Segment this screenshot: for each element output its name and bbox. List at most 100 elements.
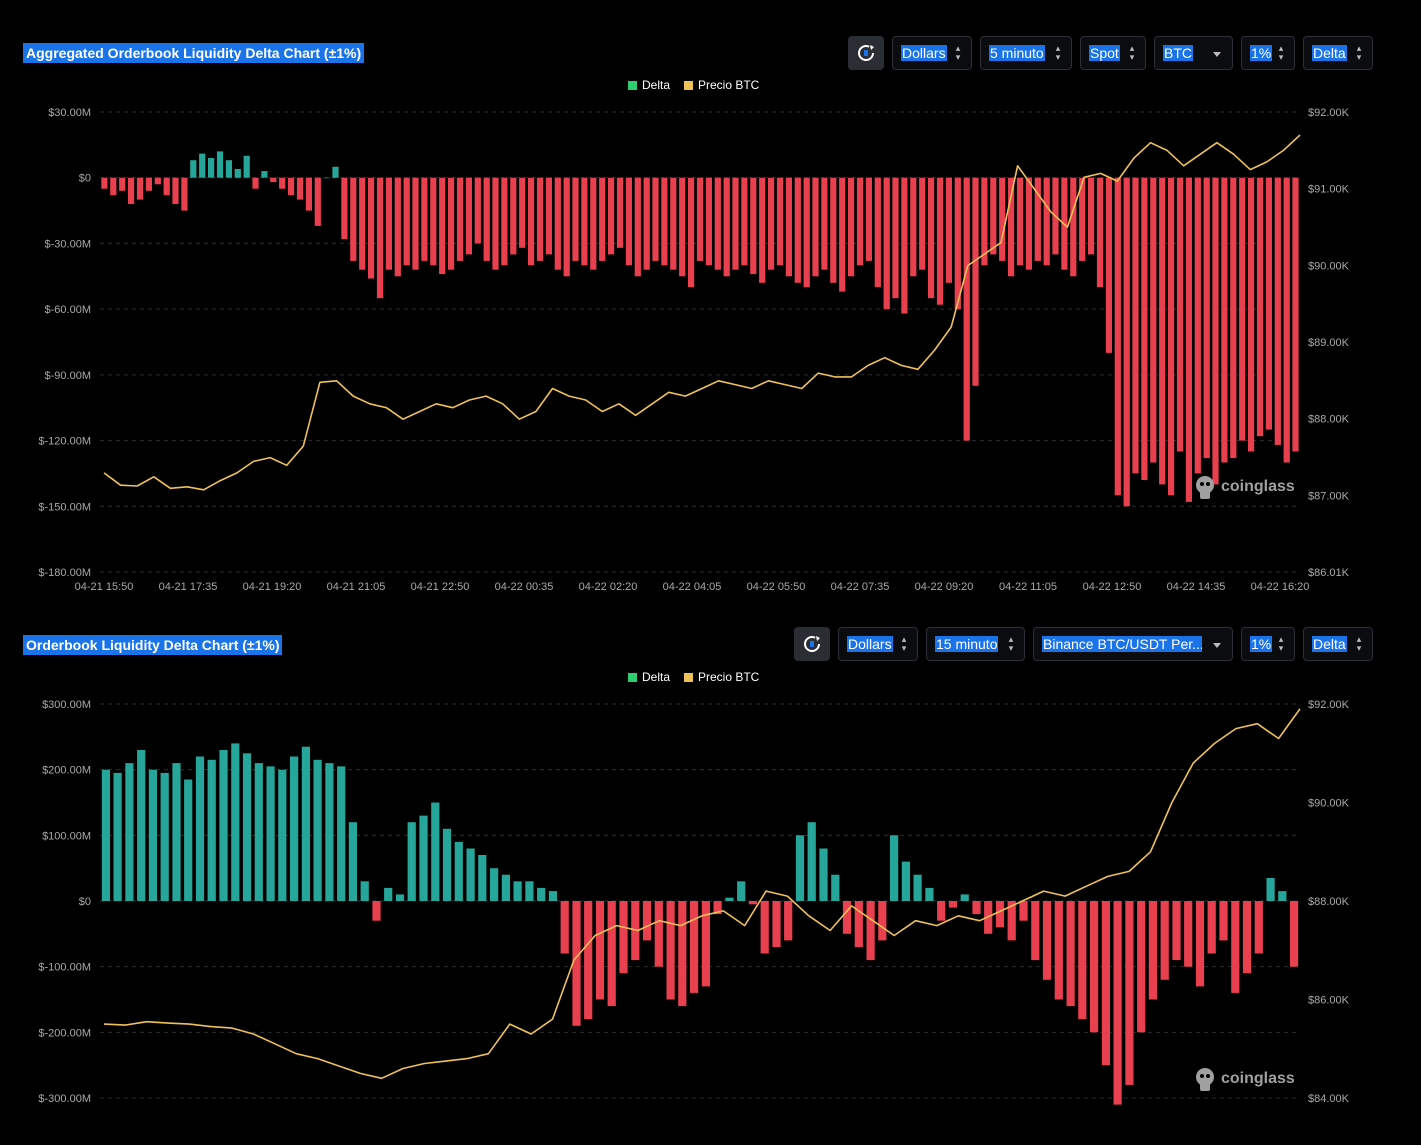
delta-bar [492, 177, 499, 270]
delta-bar [772, 901, 781, 947]
delta-bar [807, 822, 816, 901]
delta-bar [172, 763, 181, 901]
y-left-tick-label: $300.00M [42, 699, 91, 711]
delta-bar [190, 160, 197, 178]
delta-bar [1195, 901, 1205, 987]
delta-bar [513, 881, 522, 901]
delta-bar [1212, 177, 1219, 485]
y-left-tick-label: $-150.00M [38, 501, 91, 513]
delta-bar [483, 177, 490, 261]
y-right-tick-label: $86.01K [1308, 567, 1350, 579]
delta-bar [266, 766, 275, 901]
delta-bar [1248, 177, 1255, 452]
delta-bar [1090, 901, 1099, 1033]
y-right-tick-label: $90.00K [1308, 260, 1350, 272]
delta-bar [359, 177, 366, 270]
delta-bar [337, 766, 346, 901]
delta-bar [341, 177, 348, 239]
mode-select[interactable]: Delta ▴ ▾ [1303, 36, 1373, 70]
legend-price[interactable]: Precio BTC [684, 670, 759, 684]
pair-select[interactable]: Binance BTC/USDT Per... [1033, 627, 1233, 661]
delta-bar [1292, 177, 1299, 452]
delta-bar [990, 177, 997, 255]
delta-bar [725, 897, 734, 901]
interval-select[interactable]: 5 minuto ▴ ▾ [980, 36, 1072, 70]
refresh-button[interactable] [848, 36, 884, 70]
delta-bar [948, 901, 957, 908]
delta-bar [163, 177, 170, 196]
delta-bar [737, 881, 746, 901]
y-right-tick-label: $91.00K [1308, 184, 1350, 196]
y-left-tick-label: $-90.00M [45, 370, 91, 382]
range-select[interactable]: 1% ▴ ▾ [1241, 627, 1295, 661]
x-tick-label: 04-22 11:05 [999, 581, 1057, 593]
delta-bar [1132, 177, 1139, 474]
delta-bar [448, 177, 455, 270]
delta-bar [465, 177, 472, 255]
delta-bar [1043, 177, 1050, 266]
delta-bar [960, 894, 969, 901]
delta-bar [254, 763, 263, 901]
delta-bar [101, 177, 108, 189]
delta-bar [403, 177, 410, 266]
delta-bar [384, 887, 393, 901]
delta-bar [145, 177, 152, 191]
delta-bar [1148, 901, 1157, 1000]
market-select[interactable]: Spot ▴ ▾ [1080, 36, 1146, 70]
range-value: 1% [1250, 636, 1273, 652]
x-tick-label: 04-22 05:50 [747, 581, 806, 593]
delta-bar [1070, 177, 1077, 277]
delta-bar [945, 177, 952, 283]
delta-bar [348, 822, 357, 901]
delta-bar [279, 177, 286, 189]
delta-bar [234, 169, 241, 178]
delta-bar [1168, 177, 1175, 496]
legend-delta[interactable]: Delta [628, 670, 670, 684]
delta-bar [421, 177, 428, 261]
legend-delta[interactable]: Delta [628, 78, 670, 92]
unit-select[interactable]: Dollars ▴ ▾ [892, 36, 972, 70]
range-select[interactable]: 1% ▴ ▾ [1241, 36, 1295, 70]
delta-bar [314, 177, 321, 226]
delta-bar [913, 874, 922, 901]
delta-bar [225, 160, 232, 178]
delta-bar [1160, 901, 1169, 980]
delta-bar [219, 750, 228, 901]
interval-select[interactable]: 15 minuto ▴ ▾ [926, 627, 1025, 661]
delta-bar [679, 177, 686, 277]
delta-bar [910, 177, 917, 277]
delta-bar [652, 177, 659, 261]
delta-bar [1113, 901, 1122, 1105]
y-left-tick-label: $-180.00M [38, 567, 91, 579]
refresh-button[interactable] [794, 627, 830, 661]
y-right-tick-label: $86.00K [1308, 995, 1350, 1007]
delta-bar [748, 901, 757, 905]
delta-bar [101, 769, 110, 901]
delta-bar [208, 158, 215, 178]
legend-price[interactable]: Precio BTC [684, 78, 759, 92]
delta-bar [1159, 177, 1166, 485]
delta-bar [439, 177, 446, 275]
delta-bar [525, 881, 534, 901]
delta-bar [625, 177, 632, 266]
x-tick-label: 04-22 00:35 [495, 581, 554, 593]
delta-bar [595, 901, 605, 1000]
unit-select[interactable]: Dollars ▴ ▾ [838, 627, 918, 661]
coin-select[interactable]: BTC [1154, 36, 1233, 70]
updown-icon: ▴ ▾ [1129, 43, 1135, 62]
delta-bar [154, 177, 161, 185]
delta-bar [184, 779, 193, 901]
y-left-tick-label: $-120.00M [38, 436, 91, 448]
delta-bar [560, 901, 569, 954]
delta-bar [572, 901, 581, 1026]
delta-bar [1031, 901, 1040, 961]
mode-select[interactable]: Delta ▴ ▾ [1303, 627, 1373, 661]
delta-bar [1254, 901, 1263, 954]
delta-bar [278, 769, 287, 901]
delta-bar [812, 177, 819, 277]
delta-bar [199, 153, 206, 178]
pair-value: Binance BTC/USDT Per... [1042, 636, 1202, 652]
chevron-down-icon [1213, 52, 1221, 57]
updown-icon: ▴ ▾ [1356, 43, 1362, 62]
delta-bar [536, 177, 544, 261]
